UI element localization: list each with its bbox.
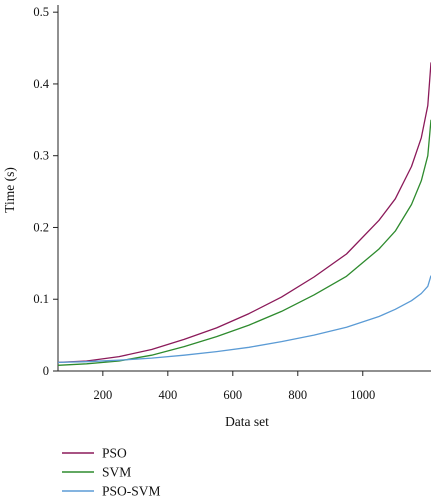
y-tick-label: 0.5 bbox=[33, 5, 49, 19]
series-line-pso bbox=[57, 62, 431, 364]
y-tick-label: 0 bbox=[43, 364, 49, 378]
plot-area bbox=[57, 62, 431, 366]
y-tick-label: 0.3 bbox=[33, 149, 49, 163]
x-tick-label: 800 bbox=[288, 388, 307, 402]
legend-label-svm: SVM bbox=[102, 465, 131, 480]
x-tick-label: 400 bbox=[158, 388, 177, 402]
series-line-svm bbox=[57, 119, 431, 366]
legend-label-pso-svm: PSO-SVM bbox=[102, 484, 161, 498]
x-tick-label: 200 bbox=[93, 388, 112, 402]
x-axis-title: Data set bbox=[225, 414, 269, 429]
chart-axes: 0 0.1 0.2 0.3 0.4 0.5 200 400 600 800 1000 bbox=[33, 5, 431, 402]
legend-label-pso: PSO bbox=[102, 446, 127, 461]
x-tick-label: 600 bbox=[223, 388, 242, 402]
y-tick-label: 0.2 bbox=[33, 220, 49, 234]
y-tick-label: 0.1 bbox=[33, 292, 49, 306]
chart-legend: PSO SVM PSO-SVM bbox=[62, 446, 161, 498]
y-tick-label: 0.4 bbox=[33, 77, 49, 91]
x-tick-label: 1000 bbox=[350, 388, 375, 402]
series-line-pso-svm bbox=[57, 275, 431, 364]
y-axis-title: Time (s) bbox=[2, 167, 17, 213]
